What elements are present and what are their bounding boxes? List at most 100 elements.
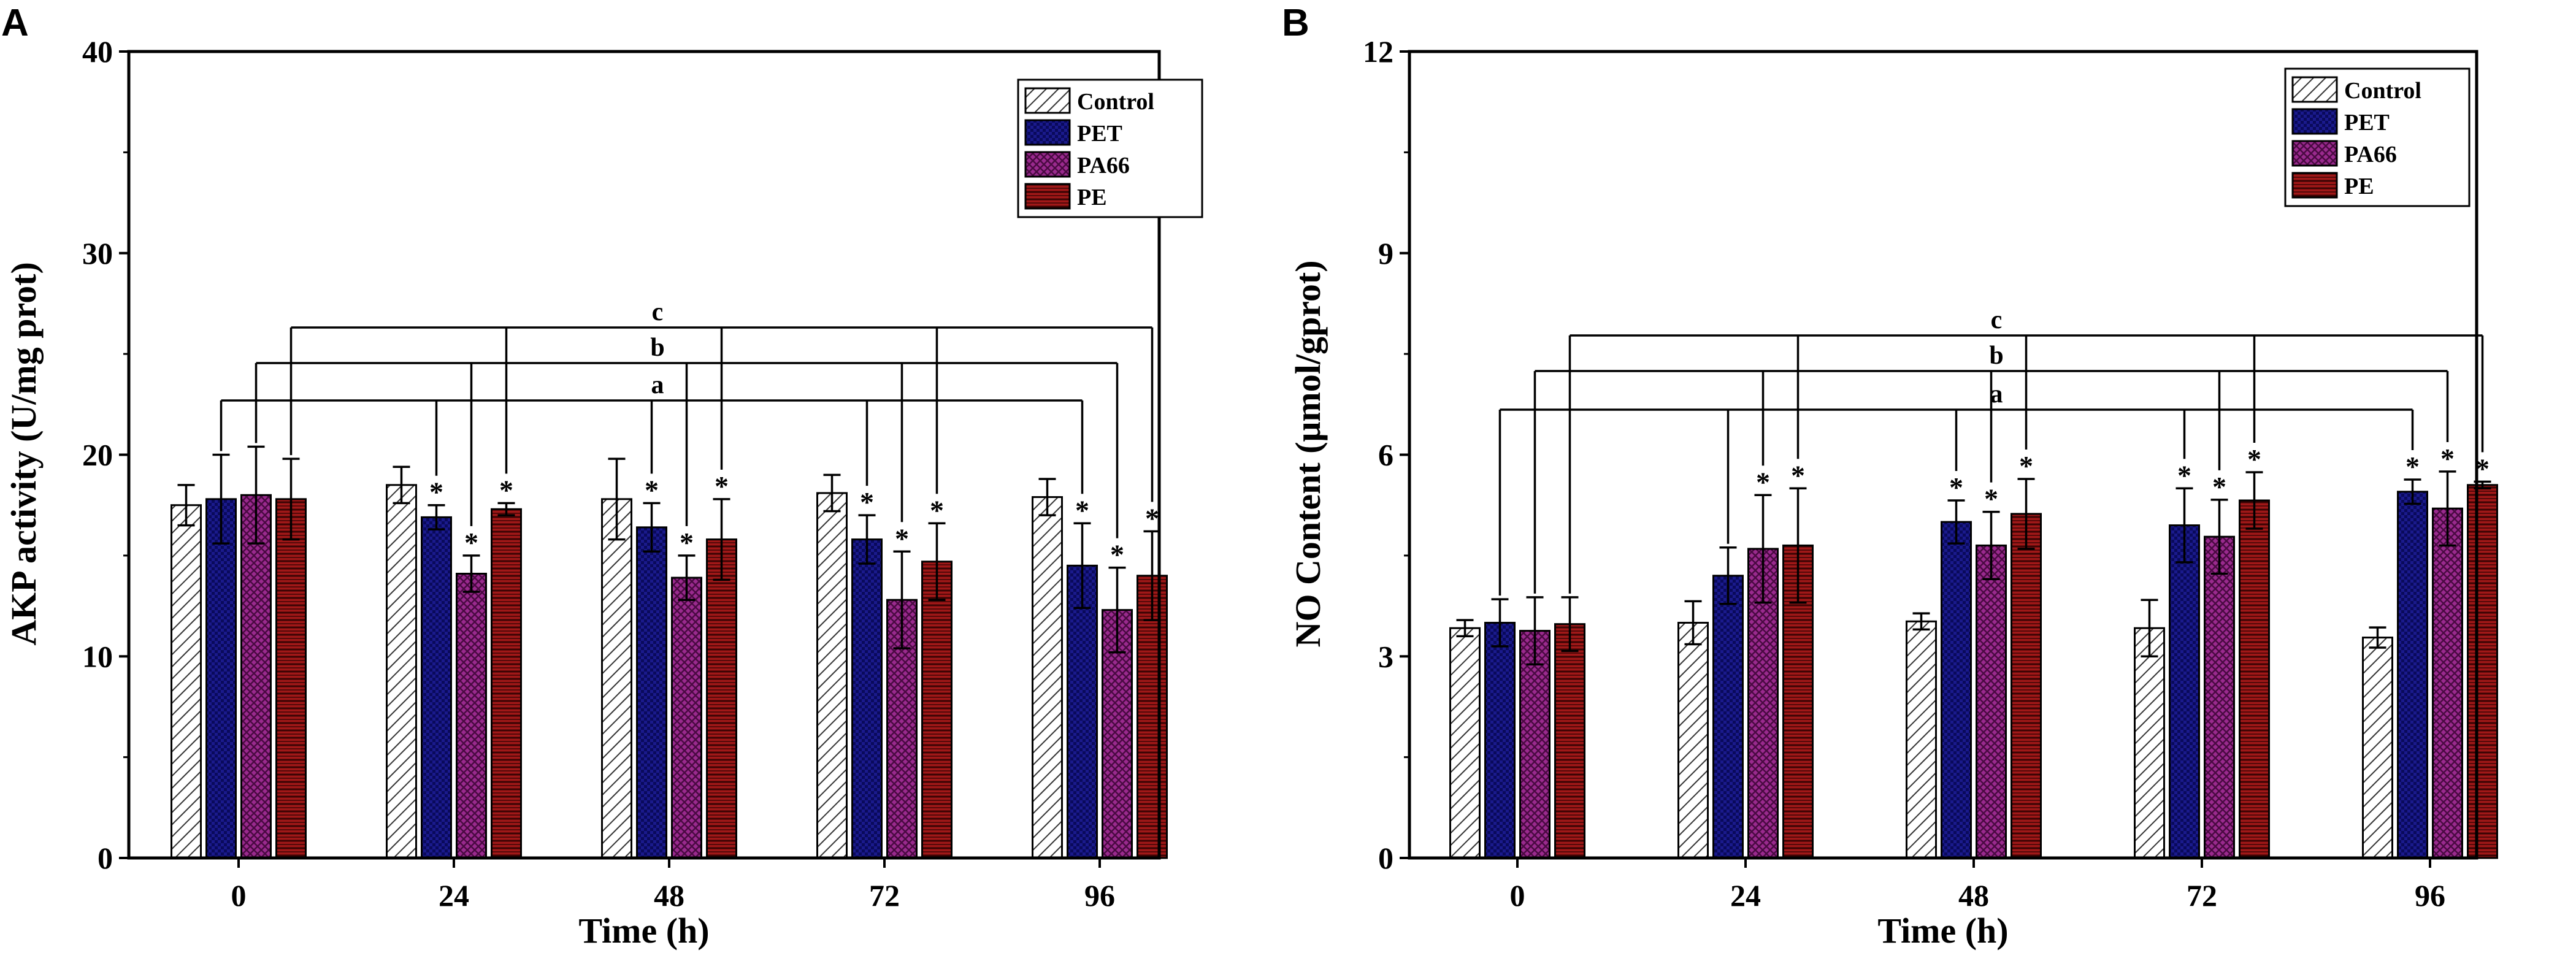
significance-star: *: [2019, 450, 2033, 481]
bar-pe: [1137, 575, 1168, 859]
panel-b-x-axis-title: Time (h): [1877, 911, 2008, 951]
legend-label-pet: PET: [2344, 110, 2390, 136]
significance-star: *: [464, 527, 478, 558]
bar-pa66: [1976, 544, 2007, 859]
x-tick-label: 48: [1958, 878, 1989, 913]
panel-a-y-ticks: 0 10 20 30 40: [82, 34, 129, 875]
x-tick-label: 24: [439, 878, 469, 913]
bar-control: [1677, 621, 1709, 859]
bar-pe: [2239, 499, 2270, 859]
y-tick-label: 6: [1378, 438, 1393, 472]
bar-pe: [2467, 484, 2498, 859]
y-tick-label: 0: [98, 841, 113, 875]
bar-pe: [491, 508, 522, 859]
legend-label-pa66: PA66: [1077, 153, 1130, 178]
bar-control: [1906, 620, 1937, 859]
significance-star: *: [2212, 471, 2226, 502]
bar-control: [1449, 627, 1481, 859]
legend-swatch-pe: [2291, 172, 2338, 199]
significance-star: *: [1949, 472, 1963, 503]
significance-star: *: [429, 477, 443, 508]
significance-label-b: b: [650, 334, 664, 362]
y-tick-label: 9: [1378, 236, 1393, 270]
legend-swatch-pa66: [2291, 140, 2338, 167]
significance-star: *: [860, 486, 874, 518]
significance-star: *: [1984, 483, 1998, 515]
bar-pet: [1941, 521, 1972, 859]
x-tick-label: 96: [1084, 878, 1115, 913]
bar-pet: [205, 498, 237, 859]
significance-star: *: [499, 474, 513, 505]
y-tick-label: 12: [1363, 34, 1393, 69]
significance-star: *: [1791, 459, 1805, 491]
legend-swatch-pet: [2291, 108, 2338, 135]
bar-pet: [2397, 491, 2428, 859]
bar-pe: [921, 561, 953, 859]
bar-pa66: [671, 576, 702, 859]
panel-a-x-axis-title: Time (h): [578, 911, 709, 951]
significance-star: *: [930, 494, 944, 526]
significance-star: *: [2440, 443, 2455, 474]
panel-b-y-axis-title: NO Content (μmol/gprot): [1288, 260, 1328, 647]
legend-swatch-pe: [1024, 183, 1071, 210]
bar-control: [171, 504, 202, 859]
significance-star: *: [895, 523, 909, 554]
significance-label-c: c: [1991, 306, 2003, 334]
panel-a-significance: abc: [220, 298, 1154, 538]
legend-swatch-pa66: [1024, 151, 1071, 178]
significance-star: *: [2405, 451, 2420, 482]
significance-star: *: [680, 527, 694, 558]
significance-star: *: [2177, 459, 2191, 491]
panel-a-bars: * * * * * * * * * * * *: [171, 445, 1168, 859]
bar-pet: [636, 526, 667, 859]
panel-a-x-ticks: 0 24 48 72 96: [231, 858, 1115, 913]
significance-label-a: a: [651, 371, 664, 399]
bar-pe: [1554, 623, 1585, 859]
panel-b-y-ticks: 0 3 6 9 12: [1363, 34, 1409, 875]
significance-star: *: [1075, 494, 1089, 526]
bar-pe: [706, 538, 737, 859]
significance-label-b: b: [1989, 342, 2003, 370]
bar-pa66: [2432, 507, 2463, 859]
legend-label-pa66: PA66: [2344, 142, 2397, 167]
panel-b-x-ticks: 0 24 48 72 96: [1510, 858, 2445, 913]
bar-control: [2362, 637, 2393, 859]
x-tick-label: 72: [2187, 878, 2217, 913]
bar-control: [386, 484, 417, 859]
legend-swatch-control: [2291, 76, 2338, 103]
bar-control: [2134, 627, 2165, 859]
panel-b-bars: * * * * * * * * * * *: [1449, 443, 2498, 859]
bar-pa66: [2204, 535, 2235, 859]
bar-pe: [275, 498, 307, 859]
significance-star: *: [2247, 443, 2261, 475]
significance-star: *: [645, 474, 659, 505]
legend-label-pet: PET: [1077, 121, 1122, 147]
panel-a-label: A: [1, 2, 29, 44]
y-tick-label: 20: [82, 438, 113, 472]
bar-pet: [851, 538, 883, 859]
significance-label-c: c: [652, 298, 664, 326]
legend-label-control: Control: [1077, 89, 1154, 115]
bar-control: [1032, 496, 1063, 859]
bar-pet: [421, 516, 452, 859]
x-tick-label: 24: [1730, 878, 1761, 913]
panel-b-significance: abc: [1498, 306, 2484, 596]
bar-pe: [2011, 513, 2042, 859]
panel-b-plot-frame: [1408, 50, 2478, 860]
bar-pa66: [456, 572, 487, 859]
legend-label-pe: PE: [2344, 174, 2374, 199]
legend-swatch-control: [1024, 87, 1071, 114]
bar-pet: [1712, 575, 1744, 859]
significance-star: *: [1756, 466, 1770, 497]
panel-b-legend: Control PET PA66 PE: [2284, 67, 2471, 207]
x-tick-label: 48: [654, 878, 684, 913]
panel-a-plot-frame: [127, 50, 1161, 860]
significance-star: *: [715, 470, 729, 502]
panel-a-y-axis-title: AKP activity (U/mg prot): [4, 262, 44, 646]
y-tick-label: 30: [82, 236, 113, 270]
y-tick-label: 10: [82, 639, 113, 673]
x-tick-label: 0: [231, 878, 247, 913]
y-tick-label: 40: [82, 34, 113, 69]
x-tick-label: 72: [869, 878, 900, 913]
legend-swatch-pet: [1024, 119, 1071, 146]
